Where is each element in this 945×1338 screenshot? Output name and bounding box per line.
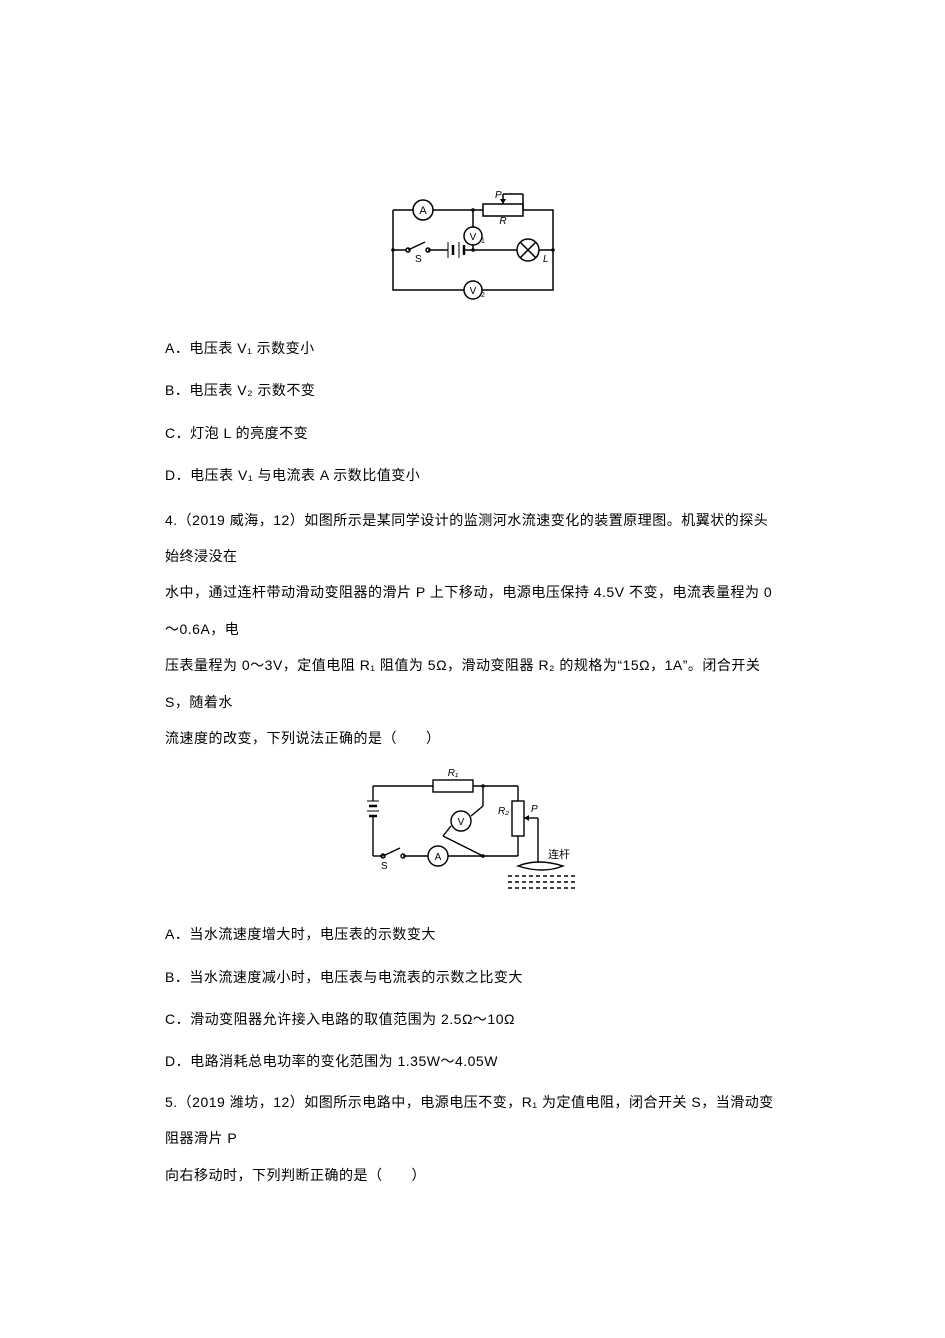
svg-text:V: V [469, 286, 476, 297]
svg-text:R₂: R₂ [498, 806, 509, 817]
q4-option-A: A．当水流速度增大时，电压表的示数变大 [165, 916, 780, 952]
q3-option-A: A．电压表 V₁ 示数变小 [165, 330, 780, 366]
q3-option-C: C．灯泡 L 的亮度不变 [165, 415, 780, 451]
q4-stem-line3: 压表量程为 0～3V，定值电阻 R₁ 阻值为 5Ω，滑动变阻器 R₂ 的规格为“… [165, 647, 780, 720]
q4-option-D: D．电路消耗总电功率的变化范围为 1.35W～4.05W [165, 1043, 780, 1079]
svg-text:P: P [495, 190, 502, 201]
svg-text:R: R [499, 216, 506, 227]
svg-text:L: L [543, 254, 549, 265]
q4-stem-line2: 水中，通过连杆带动滑动变阻器的滑片 P 上下移动，电源电压保持 4.5V 不变，… [165, 574, 780, 647]
q4-circuit-svg: S A R₁ R₂ P [353, 766, 593, 896]
svg-text:1: 1 [481, 238, 485, 245]
q3-circuit-svg: A R P S [373, 190, 573, 310]
q4-circuit-figure: S A R₁ R₂ P [165, 766, 780, 896]
svg-text:P: P [531, 804, 538, 815]
svg-text:S: S [415, 254, 422, 265]
exam-page: A R P S [0, 0, 945, 1273]
q3-circuit-figure: A R P S [165, 190, 780, 310]
q4-option-B: B．当水流速度减小时，电压表与电流表的示数之比变大 [165, 959, 780, 995]
q4-stem-line1: 4.（2019 威海，12）如图所示是某同学设计的监测河水流速变化的装置原理图。… [165, 502, 780, 575]
svg-text:A: A [419, 205, 427, 217]
svg-text:2: 2 [481, 292, 485, 299]
q3-option-D: D．电压表 V₁ 与电流表 A 示数比值变小 [165, 457, 780, 493]
q5-stem-line1: 5.（2019 潍坊，12）如图所示电路中，电源电压不变，R₁ 为定值电阻，闭合… [165, 1084, 780, 1157]
svg-text:连杆: 连杆 [548, 847, 570, 861]
svg-text:A: A [434, 852, 441, 863]
q5-stem-line2: 向右移动时，下列判断正确的是（ ） [165, 1157, 780, 1193]
svg-text:S: S [381, 861, 388, 872]
q3-option-B: B．电压表 V₂ 示数不变 [165, 372, 780, 408]
svg-text:V: V [469, 232, 476, 243]
q4-option-C: C．滑动变阻器允许接入电路的取值范围为 2.5Ω～10Ω [165, 1001, 780, 1037]
svg-text:V: V [457, 817, 464, 828]
svg-text:R₁: R₁ [447, 768, 457, 779]
q4-stem-line4: 流速度的改变，下列说法正确的是（ ） [165, 720, 780, 756]
